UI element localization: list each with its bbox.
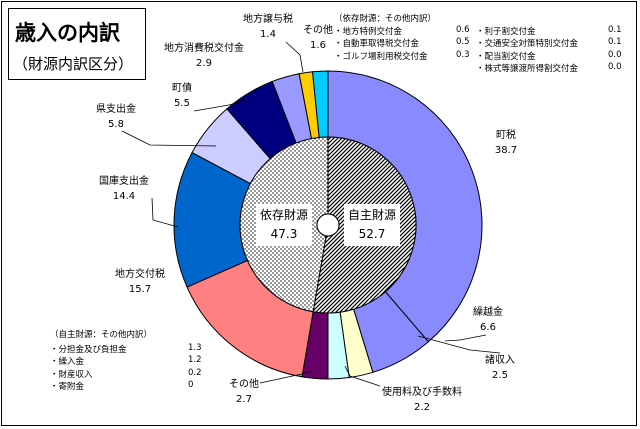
leader-line-2 bbox=[417, 335, 501, 354]
own-list-row-2: ・財産収入 0.2 bbox=[50, 367, 202, 380]
segment-value-8: 5.5 bbox=[174, 98, 190, 109]
center-left-label: 依存財源 bbox=[260, 207, 308, 222]
segment-label-7: 県支出金 bbox=[96, 102, 136, 115]
segment-value-2: 2.5 bbox=[492, 370, 508, 381]
segment-label-6: 国庫支出金 bbox=[99, 174, 149, 187]
segment-label-8: 町債 bbox=[172, 81, 192, 94]
dependent-notes-col1: ・地方特例交付金 0.6 ・自動車取得税交付金 0.5 ・ゴルフ場利用税交付金 0.3 bbox=[334, 25, 472, 62]
own-notes-list: ・分担金及び負担金 1.3 ・繰入金 1.2 ・財産収入 0.2 ・寄附金 0 bbox=[50, 343, 202, 393]
dep-col1-value-1: 0.5 bbox=[456, 37, 470, 48]
leader-lines bbox=[121, 41, 501, 387]
segment-value-4: 2.7 bbox=[236, 394, 252, 405]
dep-col1-row-2: ・ゴルフ場利用税交付金 0.3 bbox=[334, 50, 472, 62]
segment-label-4: その他 bbox=[229, 377, 259, 390]
dep-col2-label-1: ・交通安全対策特別交付金 bbox=[476, 39, 579, 50]
segment-value-9: 2.9 bbox=[196, 58, 212, 69]
segment-value-6: 14.4 bbox=[113, 191, 135, 202]
own-notes-title: （自主財源：その他内訳） bbox=[50, 330, 153, 340]
dep-col1-label-1: ・自動車取得税交付金 bbox=[334, 39, 420, 50]
own-list-value-3: 0 bbox=[188, 380, 194, 391]
segment-label-9: 地方消費税交付金 bbox=[164, 41, 244, 54]
segment-label-2: 諸収入 bbox=[485, 353, 515, 366]
segment-value-0: 38.7 bbox=[495, 145, 517, 156]
dep-col2-value-2: 0.0 bbox=[608, 49, 622, 60]
dep-col1-row-1: ・自動車取得税交付金 0.5 bbox=[334, 37, 472, 49]
segment-label-0: 町税 bbox=[496, 128, 516, 141]
dependent-notes-col2: ・利子割交付金 0.1 ・交通安全対策特別交付金 0.1 ・配当割交付金 0.0 ・株式等譲… bbox=[476, 25, 626, 75]
own-list-label-1: ・繰入金 bbox=[50, 357, 85, 368]
dep-col1-value-2: 0.3 bbox=[456, 49, 470, 60]
segment-value-10: 1.4 bbox=[260, 29, 276, 40]
center-left-box bbox=[256, 204, 312, 246]
dep-col2-row-0: ・利子割交付金 0.1 bbox=[476, 25, 626, 37]
own-list-label-2: ・財産収入 bbox=[50, 369, 93, 380]
dep-col2-value-1: 0.1 bbox=[608, 37, 622, 48]
leader-line-7 bbox=[121, 130, 217, 147]
chart-subtitle: （財源内訳区分） bbox=[13, 55, 134, 73]
own-list-label-3: ・寄附金 bbox=[50, 382, 85, 393]
dep-col2-label-2: ・配当割交付金 bbox=[476, 51, 536, 62]
title-box: 歳入の内訳 （財源内訳区分） bbox=[8, 8, 146, 80]
own-list-value-2: 0.2 bbox=[188, 367, 202, 378]
segment-value-1: 6.6 bbox=[480, 322, 496, 333]
leader-line-10 bbox=[285, 41, 304, 73]
dep-col2-value-0: 0.1 bbox=[608, 25, 622, 35]
leader-line-8 bbox=[193, 99, 247, 112]
outer-ring bbox=[173, 70, 483, 380]
dep-col2-row-3: ・株式等譲渡所得割交付金 0.0 bbox=[476, 62, 626, 74]
own-list-value-1: 1.2 bbox=[188, 355, 202, 366]
dep-col2-row-1: ・交通安全対策特別交付金 0.1 bbox=[476, 37, 626, 49]
dep-col2-label-3: ・株式等譲渡所得割交付金 bbox=[476, 64, 579, 75]
segment-labels: 町税 38.7 繰越金 6.6 諸収入 2.5 使用料及び手数料 2.2 その他 2.7 地方交付税… bbox=[96, 12, 517, 413]
leader-line-3 bbox=[344, 365, 381, 387]
own-list-label-0: ・分担金及び負担金 bbox=[50, 345, 127, 355]
dep-col2-label-0: ・利子割交付金 bbox=[476, 27, 536, 37]
segment-value-5: 15.7 bbox=[129, 284, 151, 295]
dep-col1-label-0: ・地方特例交付金 bbox=[334, 27, 403, 37]
leader-line-4 bbox=[259, 370, 314, 384]
center-right-box bbox=[344, 204, 400, 246]
own-list-value-0: 1.3 bbox=[188, 343, 202, 353]
segment-value-11: 1.6 bbox=[310, 40, 326, 51]
segment-label-11: その他 bbox=[303, 23, 333, 36]
segment-label-5: 地方交付税 bbox=[115, 267, 165, 280]
dep-col1-label-2: ・ゴルフ場利用税交付金 bbox=[334, 51, 428, 62]
segment-label-1: 繰越金 bbox=[473, 305, 503, 318]
center-right-label: 自主財源 bbox=[348, 207, 396, 222]
own-list-row-0: ・分担金及び負担金 1.3 bbox=[50, 343, 202, 355]
own-list-row-1: ・繰入金 1.2 bbox=[50, 355, 202, 368]
leader-line-6 bbox=[151, 197, 179, 228]
dependent-notes-title: （依存財源：その他内訳） bbox=[334, 14, 437, 24]
center-right-value: 52.7 bbox=[359, 227, 386, 241]
dep-col2-row-2: ・配当割交付金 0.0 bbox=[476, 50, 626, 62]
segment-label-3: 使用料及び手数料 bbox=[382, 385, 462, 398]
center-left-value: 47.3 bbox=[271, 227, 298, 241]
segment-label-10: 地方譲与税 bbox=[243, 12, 293, 25]
leader-line-1 bbox=[444, 334, 487, 342]
chart-title: 歳入の内訳 bbox=[15, 21, 120, 45]
segment-value-3: 2.2 bbox=[414, 402, 430, 413]
segment-value-7: 5.8 bbox=[108, 119, 124, 130]
center-hole bbox=[316, 213, 340, 237]
own-list-row-3: ・寄附金 0 bbox=[50, 380, 200, 392]
dep-col1-row-0: ・地方特例交付金 0.6 bbox=[334, 25, 472, 37]
dep-col1-value-0: 0.6 bbox=[456, 25, 470, 35]
dep-col2-value-3: 0.0 bbox=[608, 62, 622, 73]
